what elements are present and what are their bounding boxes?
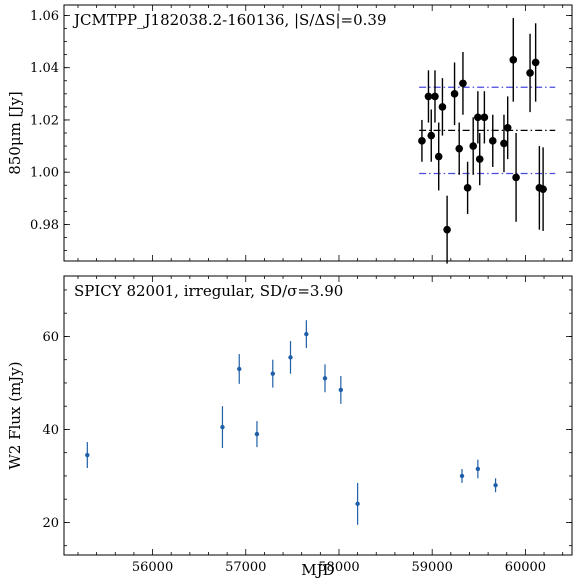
y-axis-label: W2 Flux (mJy)	[6, 361, 24, 469]
data-point	[475, 155, 484, 163]
y-tick-label: 1.02	[30, 113, 59, 128]
panel-title: JCMTPP_J182038.2-160136, |S/ΔS|=0.39	[72, 11, 387, 29]
data-point	[493, 483, 498, 488]
data-point	[355, 501, 360, 507]
data-point	[434, 152, 443, 161]
x-tick-label: 60000	[505, 560, 546, 575]
data-point	[322, 376, 328, 381]
y-tick-label: 1.00	[30, 166, 59, 181]
data-point	[488, 137, 497, 145]
x-axis-label: MJD	[301, 561, 334, 579]
data-point	[237, 366, 242, 372]
data-point	[474, 113, 482, 122]
data-point	[475, 466, 481, 472]
data-point	[469, 142, 477, 150]
panel-title: SPICY 82001, irregular, SD/σ=3.90	[74, 282, 343, 300]
data-point	[463, 184, 472, 192]
data-point	[459, 473, 465, 479]
data-point	[480, 113, 489, 122]
data-point	[304, 331, 309, 337]
x-tick-label: 56000	[132, 560, 173, 575]
data-point	[85, 452, 90, 458]
data-point	[431, 92, 439, 101]
data-point	[288, 355, 293, 360]
y-tick-label: 1.04	[30, 61, 59, 76]
data-point	[500, 139, 508, 148]
data-point	[427, 131, 436, 140]
data-point	[509, 56, 518, 64]
plot-frame	[63, 4, 573, 262]
x-tick-label: 59000	[412, 560, 453, 575]
data-point	[338, 387, 344, 393]
data-point	[254, 431, 260, 437]
data-point	[424, 92, 433, 101]
data-point	[270, 371, 275, 376]
data-point	[526, 69, 534, 77]
x-tick-label: 58000	[318, 560, 359, 575]
data-point	[418, 137, 426, 145]
data-point	[450, 90, 459, 98]
data-point	[455, 144, 464, 153]
data-point	[503, 123, 512, 132]
y-tick-label: 20	[42, 516, 59, 531]
y-tick-label: 40	[42, 423, 59, 438]
plot-frame	[63, 275, 573, 556]
x-tick-label: 57000	[225, 560, 266, 575]
y-tick-label: 0.98	[30, 218, 59, 233]
data-point	[220, 424, 225, 430]
data-point	[459, 79, 467, 88]
panel-1: 0.98 1.00 1.02 1.04 1.06 JCMTPP_J182038.2-160…	[6, 4, 573, 264]
data-point	[438, 103, 447, 111]
y-axis-label: 850μm [Jy]	[6, 91, 24, 175]
y-tick-label: 1.06	[30, 9, 59, 24]
panel-2: 20 40 60 56000 57000 58000 59000 60000 SPICY 820…	[6, 275, 573, 579]
data-point	[531, 58, 540, 67]
data-point	[539, 185, 547, 193]
data-point	[512, 173, 520, 182]
data-point	[443, 225, 451, 234]
y-tick-label: 60	[42, 330, 59, 345]
